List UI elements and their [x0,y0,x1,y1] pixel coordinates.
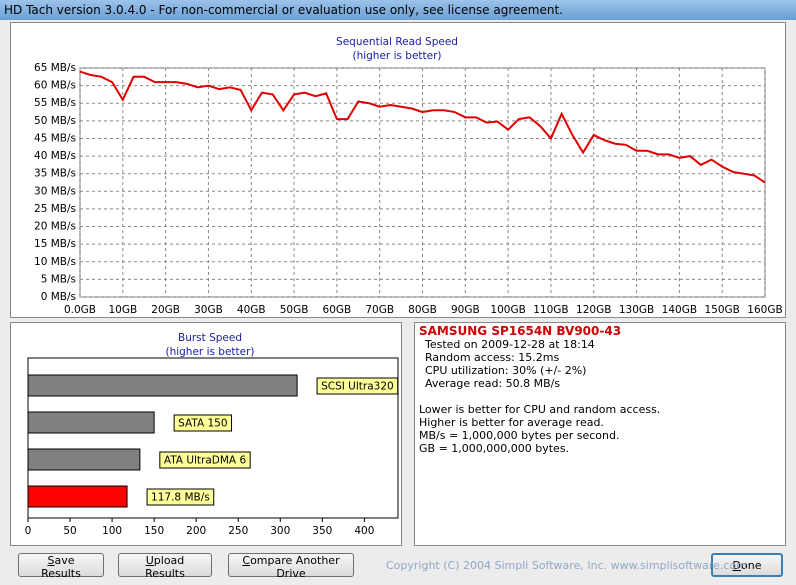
y-tick-label: 5 MB/s [41,273,76,285]
x-tick-label: 0.0GB [64,304,96,316]
x-tick-label: 350 [312,525,332,537]
bar [27,448,141,471]
info-panel: SAMSUNG SP1654N BV900-43 Tested on 2009-… [414,322,786,546]
y-tick-label: 40 MB/s [34,150,76,162]
y-tick-label: 55 MB/s [34,97,76,109]
y-tick-label: 10 MB/s [34,256,76,268]
copyright: Copyright (C) 2004 Simpli Software, Inc.… [386,559,747,572]
y-tick-label: 50 MB/s [34,115,76,127]
done-button[interactable]: Done [711,553,783,577]
x-tick-label: 50GB [280,304,309,316]
x-tick-label: 160GB [747,304,782,316]
y-tick-label: 30 MB/s [34,185,76,197]
y-tick-label: 60 MB/s [34,80,76,92]
chart-title: Sequential Read Speed [336,36,458,48]
info-lines: Tested on 2009-12-28 at 18:14 Random acce… [419,338,781,390]
info-text: Higher is better for average read. [419,416,604,429]
x-tick-label: 10GB [108,304,137,316]
x-tick-label: 0 [25,525,32,537]
info-notes: Lower is better for CPU and random acces… [419,403,781,455]
bar [27,485,128,508]
x-tick-label: 130GB [619,304,654,316]
x-tick-label: 150 [144,525,164,537]
bar-label: SATA 150 [178,418,227,430]
x-tick-label: 30GB [194,304,223,316]
save-button[interactable]: Save Results [18,553,104,580]
y-tick-label: 65 MB/s [34,62,76,74]
bar-label-box [173,414,233,432]
bar-label-box [146,488,215,506]
title-bar: HD Tach version 3.0.4.0 - For non-commer… [0,0,796,20]
info-text: GB = 1,000,000,000 bytes. [419,442,570,455]
x-tick-label: 40GB [237,304,266,316]
chart-subtitle: (higher is better) [352,50,441,62]
bar [27,411,155,434]
drive-name: SAMSUNG SP1654N BV900-43 [419,324,622,338]
bar-label: 117.8 MB/s [151,492,210,504]
x-tick-label: 140GB [662,304,697,316]
x-tick-label: 100 [102,525,122,537]
x-tick-label: 400 [354,525,374,537]
chart-title: Burst Speed [178,332,242,344]
bar-label: ATA UltraDMA 6 [164,455,247,467]
x-tick-label: 120GB [576,304,611,316]
x-tick-label: 100GB [490,304,525,316]
x-tick-label: 90GB [451,304,480,316]
upload-button[interactable]: Upload Results [118,553,212,580]
x-tick-label: 80GB [408,304,437,316]
y-tick-label: 25 MB/s [34,203,76,215]
info-text: CPU utilization: 30% (+/- 2%) [425,364,587,377]
bar-label-box [159,451,251,469]
info-text: Average read: 50.8 MB/s [425,377,561,390]
y-tick-label: 45 MB/s [34,132,76,144]
bar-label-box [316,377,399,395]
x-tick-label: 20GB [151,304,180,316]
x-tick-label: 250 [228,525,248,537]
y-tick-label: 0 MB/s [41,291,76,303]
x-tick-label: 70GB [365,304,394,316]
y-tick-label: 20 MB/s [34,221,76,233]
x-tick-label: 60GB [323,304,352,316]
read-line [79,70,766,184]
x-tick-label: 300 [270,525,290,537]
info-text: Random access: 15.2ms [425,351,560,364]
x-tick-label: 110GB [533,304,568,316]
bar-label: SCSI Ultra320 [321,381,394,393]
info-text: Lower is better for CPU and random acces… [419,403,661,416]
bar [27,374,298,397]
compare-button[interactable]: Compare Another Drive [228,553,354,580]
x-tick-label: 50 [63,525,76,537]
y-tick-label: 15 MB/s [34,238,76,250]
y-tick-label: 35 MB/s [34,168,76,180]
x-tick-label: 150GB [704,304,739,316]
chart-subtitle: (higher is better) [165,346,254,358]
x-tick-label: 200 [186,525,206,537]
info-text: MB/s = 1,000,000 bytes per second. [419,429,620,442]
info-text: Tested on 2009-12-28 at 18:14 [425,338,595,351]
